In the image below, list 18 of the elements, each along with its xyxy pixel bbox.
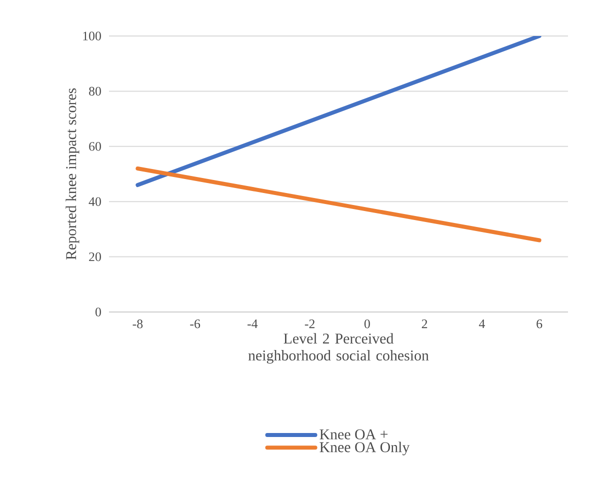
- y-tick-label: 60: [89, 142, 101, 151]
- x-axis-title: Level 2 Perceived neighborhood social cohesion: [248, 333, 429, 364]
- x-tick-label: -8: [132, 320, 143, 328]
- y-tick-label: 80: [89, 86, 101, 96]
- x-tick-label: 0: [364, 320, 370, 328]
- y-tick-label: 0: [96, 308, 101, 316]
- legend-label: Knee OA Only: [320, 442, 410, 456]
- y-tick-label: 20: [89, 252, 101, 262]
- x-tick-label: 4: [478, 320, 485, 328]
- y-axis-title: Reported knee impact scores: [66, 88, 80, 260]
- x-tick-label: -2: [304, 320, 314, 328]
- y-tick-label: 100: [83, 32, 101, 40]
- legend-label: Knee OA +: [320, 429, 388, 440]
- x-tick-label: -4: [248, 320, 258, 328]
- x-tick-label: -6: [190, 320, 200, 328]
- x-tick-label: 2: [422, 320, 428, 328]
- y-tick-label: 40: [88, 197, 101, 206]
- x-tick-label: 6: [536, 320, 542, 328]
